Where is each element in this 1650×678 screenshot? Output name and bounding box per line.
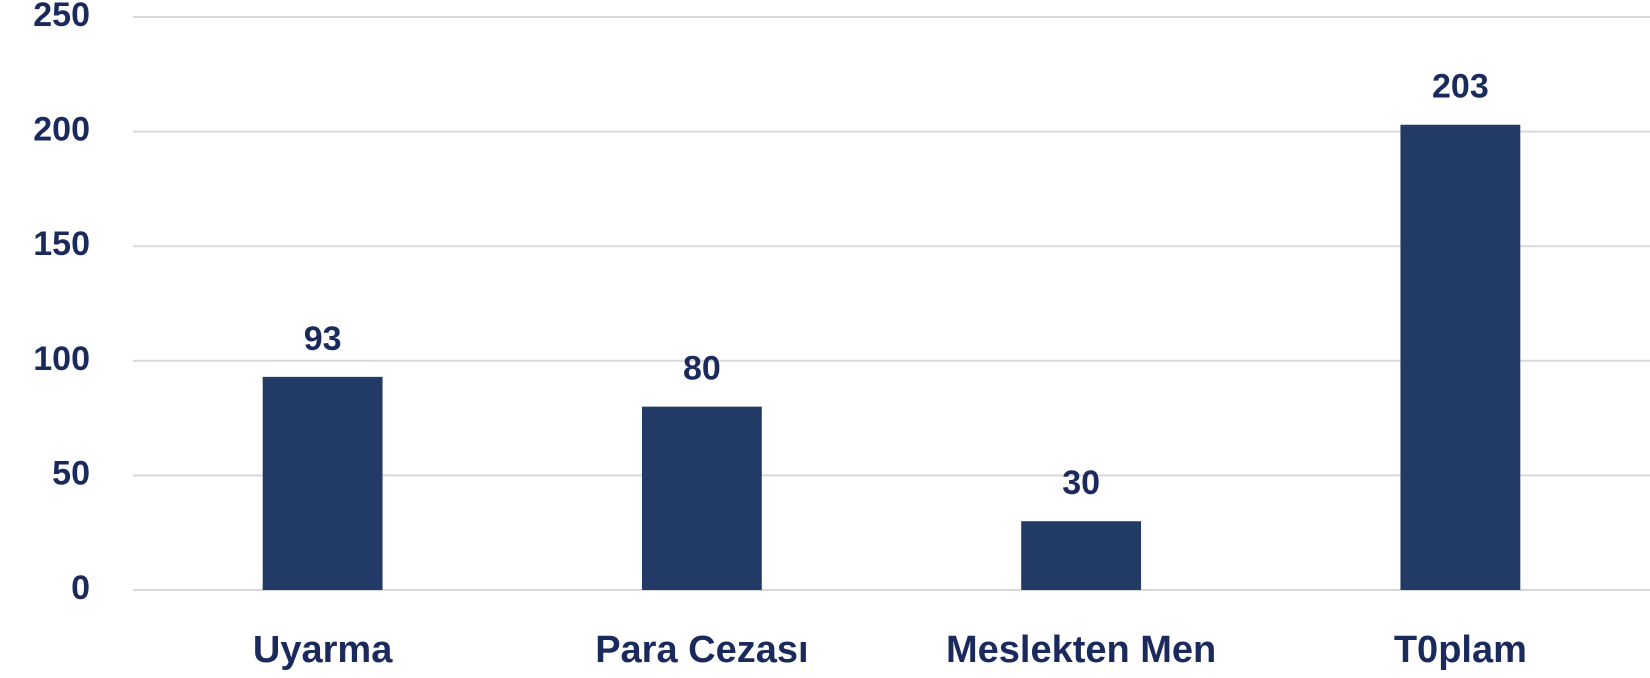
bar [1021, 521, 1142, 590]
y-tick-label: 250 [33, 0, 90, 34]
data-label: 80 [683, 350, 721, 388]
bar [1400, 124, 1521, 590]
x-tick-label: T0plam [1394, 629, 1527, 671]
x-tick-label: Meslekten Men [946, 629, 1216, 671]
data-label: 203 [1432, 68, 1489, 106]
y-tick-label: 50 [52, 454, 90, 492]
y-tick-label: 100 [33, 340, 90, 378]
y-tick-label: 0 [71, 569, 90, 607]
bar [641, 406, 762, 590]
y-tick-label: 150 [33, 225, 90, 263]
data-label: 93 [304, 320, 342, 358]
y-tick-label: 200 [33, 111, 90, 149]
x-tick-label: Para Cezası [595, 629, 808, 671]
data-label: 30 [1062, 464, 1100, 502]
bar [262, 376, 383, 590]
x-tick-label: Uyarma [253, 629, 393, 671]
